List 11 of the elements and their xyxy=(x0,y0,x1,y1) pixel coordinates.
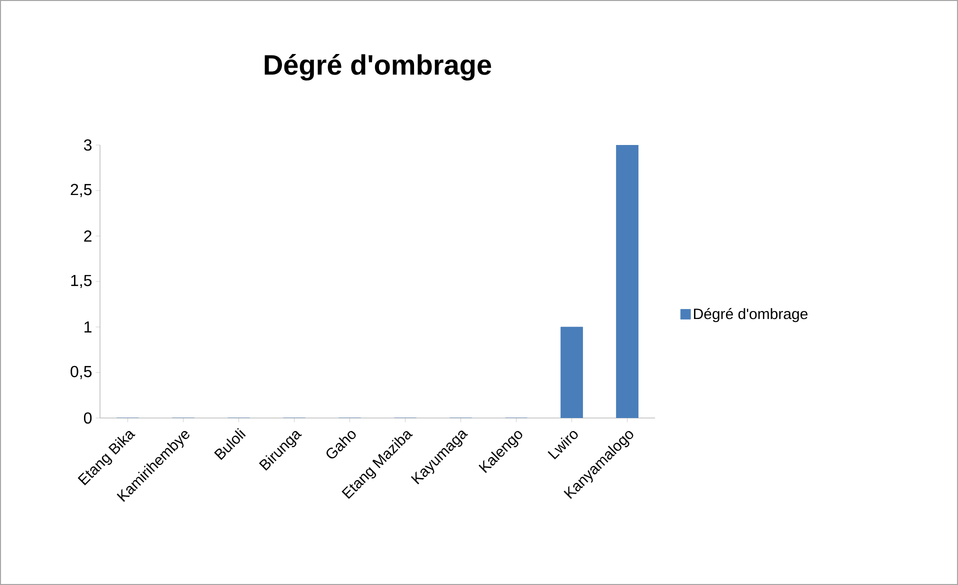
y-tick-label: 2,5 xyxy=(70,184,92,198)
y-tick-label: 2 xyxy=(84,230,92,242)
bar xyxy=(560,326,583,418)
y-tick-label: 1,5 xyxy=(71,274,92,288)
bar xyxy=(616,144,638,418)
y-tick-label: 1 xyxy=(84,321,92,332)
y-tick-label: 0,5 xyxy=(70,366,92,380)
y-tick-label: 3 xyxy=(84,139,92,151)
y-tick-label: 0 xyxy=(84,412,92,424)
legend-label: Dégré d'ombrage xyxy=(694,308,808,322)
chart-title: Dégré d'ombrage xyxy=(264,54,492,81)
